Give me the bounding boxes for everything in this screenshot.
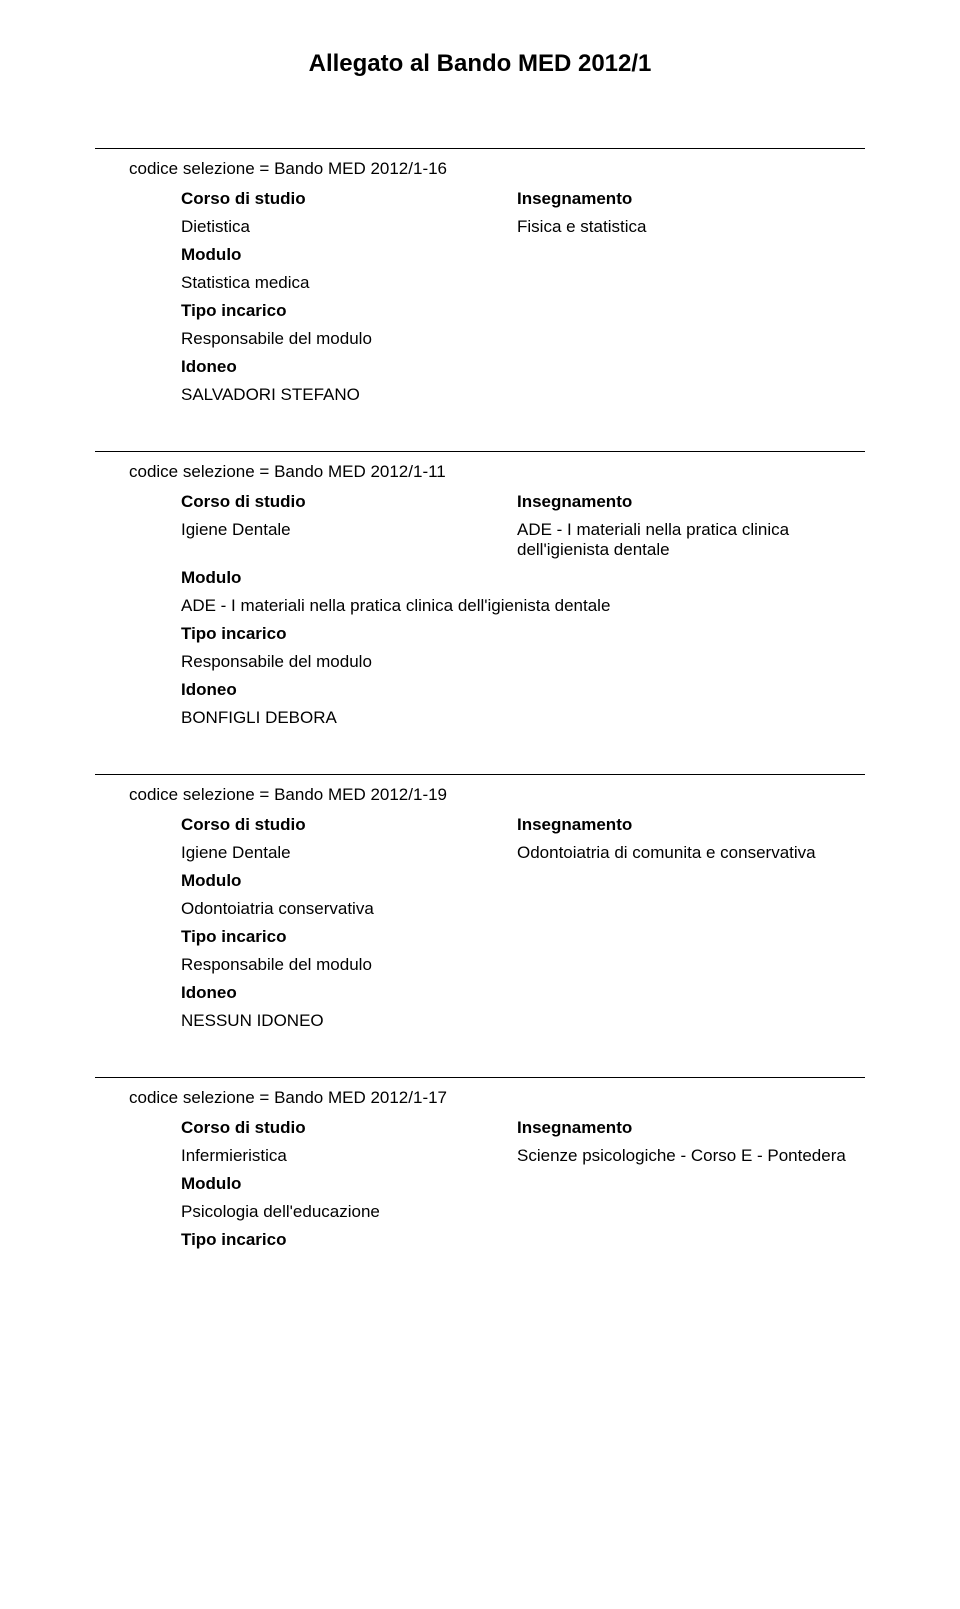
modulo-label: Modulo xyxy=(181,568,241,587)
corso-value: Infermieristica xyxy=(181,1146,287,1165)
insegnamento-value: Odontoiatria di comunita e conservativa xyxy=(517,843,816,862)
codice-line: codice selezione = Bando MED 2012/1-11 xyxy=(95,462,865,482)
idoneo-value: SALVADORI STEFANO xyxy=(181,385,360,404)
insegnamento-value: ADE - I materiali nella pratica clinica … xyxy=(517,520,789,559)
codice-line: codice selezione = Bando MED 2012/1-16 xyxy=(95,159,865,179)
insegnamento-label: Insegnamento xyxy=(517,815,632,834)
modulo-label: Modulo xyxy=(181,245,241,264)
selection-section: codice selezione = Bando MED 2012/1-16 C… xyxy=(95,148,865,451)
selection-section: codice selezione = Bando MED 2012/1-11 C… xyxy=(95,451,865,774)
modulo-value: Psicologia dell'educazione xyxy=(181,1202,380,1221)
tipo-value: Responsabile del modulo xyxy=(181,955,372,974)
idoneo-label: Idoneo xyxy=(181,357,237,376)
modulo-label: Modulo xyxy=(181,871,241,890)
insegnamento-value: Fisica e statistica xyxy=(517,217,646,236)
tipo-label: Tipo incarico xyxy=(181,1230,287,1249)
corso-label: Corso di studio xyxy=(181,189,306,208)
corso-label: Corso di studio xyxy=(181,815,306,834)
tipo-label: Tipo incarico xyxy=(181,927,287,946)
document-title: Allegato al Bando MED 2012/1 xyxy=(95,50,865,78)
tipo-label: Tipo incarico xyxy=(181,301,287,320)
insegnamento-label: Insegnamento xyxy=(517,1118,632,1137)
corso-value: Igiene Dentale xyxy=(181,520,291,539)
idoneo-label: Idoneo xyxy=(181,983,237,1002)
modulo-value: Odontoiatria conservativa xyxy=(181,899,374,918)
idoneo-label: Idoneo xyxy=(181,680,237,699)
tipo-value: Responsabile del modulo xyxy=(181,329,372,348)
modulo-value: ADE - I materiali nella pratica clinica … xyxy=(181,596,610,615)
corso-label: Corso di studio xyxy=(181,492,306,511)
corso-label: Corso di studio xyxy=(181,1118,306,1137)
insegnamento-value: Scienze psicologiche - Corso E - Pontede… xyxy=(517,1146,846,1165)
modulo-label: Modulo xyxy=(181,1174,241,1193)
modulo-value: Statistica medica xyxy=(181,273,310,292)
codice-line: codice selezione = Bando MED 2012/1-17 xyxy=(95,1088,865,1108)
insegnamento-label: Insegnamento xyxy=(517,189,632,208)
tipo-label: Tipo incarico xyxy=(181,624,287,643)
selection-section: codice selezione = Bando MED 2012/1-19 C… xyxy=(95,774,865,1077)
corso-value: Dietistica xyxy=(181,217,250,236)
tipo-value: Responsabile del modulo xyxy=(181,652,372,671)
idoneo-value: BONFIGLI DEBORA xyxy=(181,708,337,727)
insegnamento-label: Insegnamento xyxy=(517,492,632,511)
idoneo-value: NESSUN IDONEO xyxy=(181,1011,324,1030)
selection-section: codice selezione = Bando MED 2012/1-17 C… xyxy=(95,1077,865,1250)
codice-line: codice selezione = Bando MED 2012/1-19 xyxy=(95,785,865,805)
corso-value: Igiene Dentale xyxy=(181,843,291,862)
